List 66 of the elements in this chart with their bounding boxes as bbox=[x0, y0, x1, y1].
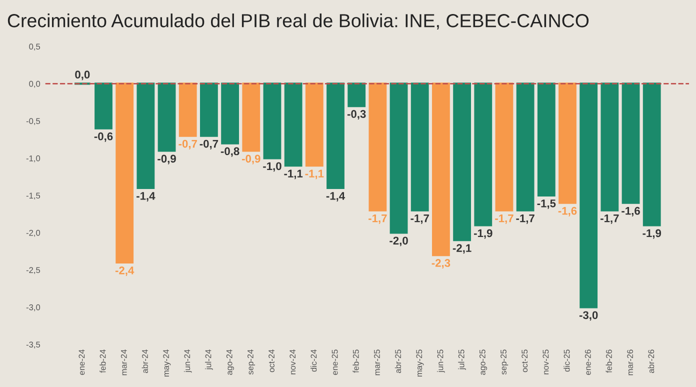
x-tick-label: oct-25 bbox=[522, 350, 528, 372]
data-label: -0,9 bbox=[158, 154, 176, 164]
data-label: -1,1 bbox=[284, 170, 303, 180]
x-tick-label: oct-24 bbox=[268, 350, 274, 372]
data-label: -1,0 bbox=[263, 162, 282, 172]
data-label: -0,9 bbox=[242, 154, 260, 164]
x-tick-label: dic-24 bbox=[310, 350, 317, 372]
x-tick-label: ene-26 bbox=[584, 350, 591, 375]
data-label: -1,9 bbox=[642, 229, 662, 239]
data-label: -1,6 bbox=[622, 206, 640, 216]
data-label: -1,1 bbox=[305, 170, 324, 180]
x-tick-label: dic-25 bbox=[564, 350, 570, 372]
y-tick-label: -3,5 bbox=[26, 342, 40, 349]
y-tick-label: -2,0 bbox=[26, 230, 40, 237]
data-label: -1,7 bbox=[495, 214, 514, 224]
data-label: -3,0 bbox=[579, 311, 598, 321]
y-tick-label: -3,0 bbox=[26, 304, 40, 312]
data-label: -0,8 bbox=[220, 147, 240, 157]
x-tick-label: sep-24 bbox=[247, 350, 256, 375]
x-tick-label: feb-26 bbox=[606, 350, 612, 373]
data-label: -2,3 bbox=[432, 259, 450, 269]
x-tick-label: sep-25 bbox=[500, 350, 508, 375]
x-tick-label: may-25 bbox=[416, 350, 424, 377]
x-tick-label: ene-24 bbox=[78, 350, 85, 375]
data-label: -0,7 bbox=[200, 140, 218, 150]
x-tick-label: abr-25 bbox=[394, 350, 402, 374]
data-label: -1,4 bbox=[326, 192, 346, 202]
data-label: -1,4 bbox=[136, 192, 156, 202]
x-tick-label: mar-24 bbox=[120, 350, 127, 376]
x-tick-label: ago-25 bbox=[479, 350, 488, 375]
x-tick-label: mar-25 bbox=[374, 350, 380, 376]
data-label: -1,7 bbox=[600, 214, 619, 224]
y-tick-label: -1,5 bbox=[26, 192, 40, 200]
data-label: -1,6 bbox=[558, 206, 577, 216]
data-label: -1,9 bbox=[474, 229, 492, 239]
chart-title: Crecimiento Acumulado del PIB real de Bolivia: INE, CEBEC-CAINCO bbox=[8, 14, 589, 30]
x-tick-label: feb-24 bbox=[100, 350, 106, 373]
y-tick-label: 0,5 bbox=[29, 44, 40, 51]
data-label: -0,6 bbox=[94, 132, 113, 142]
data-label: -1,7 bbox=[368, 214, 387, 224]
data-label: -1,7 bbox=[516, 214, 534, 224]
data-label: -1,7 bbox=[410, 214, 429, 224]
x-tick-label: nov-24 bbox=[290, 350, 296, 374]
x-tick-label: jun-25 bbox=[437, 350, 445, 373]
x-tick-label: ago-24 bbox=[226, 350, 234, 375]
data-label: -2,4 bbox=[115, 266, 134, 276]
y-tick-label: 0,0 bbox=[29, 80, 40, 88]
x-tick-label: may-24 bbox=[163, 350, 171, 377]
data-label: -0,3 bbox=[347, 110, 366, 120]
data-label: 0,0 bbox=[75, 70, 90, 80]
data-label: -1,5 bbox=[537, 200, 556, 209]
x-tick-label: jul-25 bbox=[458, 350, 466, 370]
x-tick-label: abr-24 bbox=[142, 350, 148, 374]
x-tick-label: jun-24 bbox=[184, 350, 192, 373]
y-tick-label: -1,0 bbox=[26, 155, 40, 162]
y-tick-label: -2,5 bbox=[26, 267, 40, 274]
data-label: -2,0 bbox=[390, 236, 408, 246]
x-tick-label: abr-26 bbox=[648, 350, 654, 374]
data-label: -0,7 bbox=[178, 140, 197, 150]
y-tick-label: -0,5 bbox=[26, 118, 40, 126]
x-tick-label: ene-25 bbox=[332, 350, 338, 375]
x-tick-label: feb-25 bbox=[352, 350, 359, 373]
x-tick-label: nov-25 bbox=[542, 350, 549, 374]
x-tick-label: jul-24 bbox=[205, 350, 213, 370]
x-tick-label: mar-26 bbox=[627, 350, 634, 376]
data-label: -2,1 bbox=[452, 244, 472, 254]
